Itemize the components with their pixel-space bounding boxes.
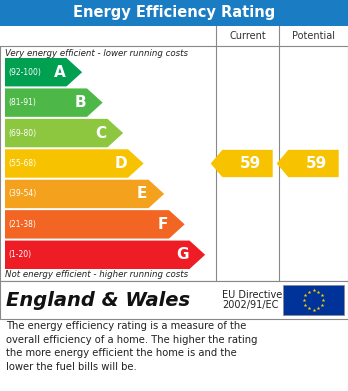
- Text: (92-100): (92-100): [8, 68, 41, 77]
- Polygon shape: [5, 240, 205, 269]
- Text: (55-68): (55-68): [8, 159, 36, 168]
- Text: G: G: [176, 247, 189, 262]
- Text: (1-20): (1-20): [8, 250, 31, 259]
- Polygon shape: [5, 180, 164, 208]
- Text: D: D: [114, 156, 127, 171]
- Text: Potential: Potential: [292, 31, 335, 41]
- Text: Energy Efficiency Rating: Energy Efficiency Rating: [73, 5, 275, 20]
- Text: EU Directive: EU Directive: [222, 290, 282, 300]
- Text: Very energy efficient - lower running costs: Very energy efficient - lower running co…: [5, 49, 188, 58]
- Polygon shape: [5, 210, 185, 239]
- Text: 2002/91/EC: 2002/91/EC: [222, 300, 278, 310]
- Text: (81-91): (81-91): [8, 98, 36, 107]
- Polygon shape: [277, 150, 339, 177]
- Bar: [0, 26, 348, 281]
- Polygon shape: [5, 88, 103, 117]
- Polygon shape: [5, 149, 144, 178]
- Text: A: A: [54, 65, 65, 80]
- Text: E: E: [137, 187, 148, 201]
- Text: 59: 59: [239, 156, 261, 171]
- Text: B: B: [74, 95, 86, 110]
- Text: (21-38): (21-38): [8, 220, 36, 229]
- Text: (69-80): (69-80): [8, 129, 36, 138]
- Bar: [0, 281, 348, 319]
- Polygon shape: [211, 150, 273, 177]
- Bar: [0, 26, 348, 46]
- Bar: [0, 0, 348, 26]
- Text: The energy efficiency rating is a measure of the
overall efficiency of a home. T: The energy efficiency rating is a measur…: [6, 321, 258, 372]
- Text: Current: Current: [229, 31, 266, 41]
- Bar: [283, 285, 344, 315]
- Text: C: C: [95, 126, 106, 141]
- Text: (39-54): (39-54): [8, 189, 36, 198]
- Polygon shape: [5, 119, 123, 147]
- Text: 59: 59: [306, 156, 327, 171]
- Polygon shape: [5, 58, 82, 86]
- Text: England & Wales: England & Wales: [6, 291, 190, 310]
- Text: Not energy efficient - higher running costs: Not energy efficient - higher running co…: [5, 270, 188, 279]
- Text: F: F: [158, 217, 168, 232]
